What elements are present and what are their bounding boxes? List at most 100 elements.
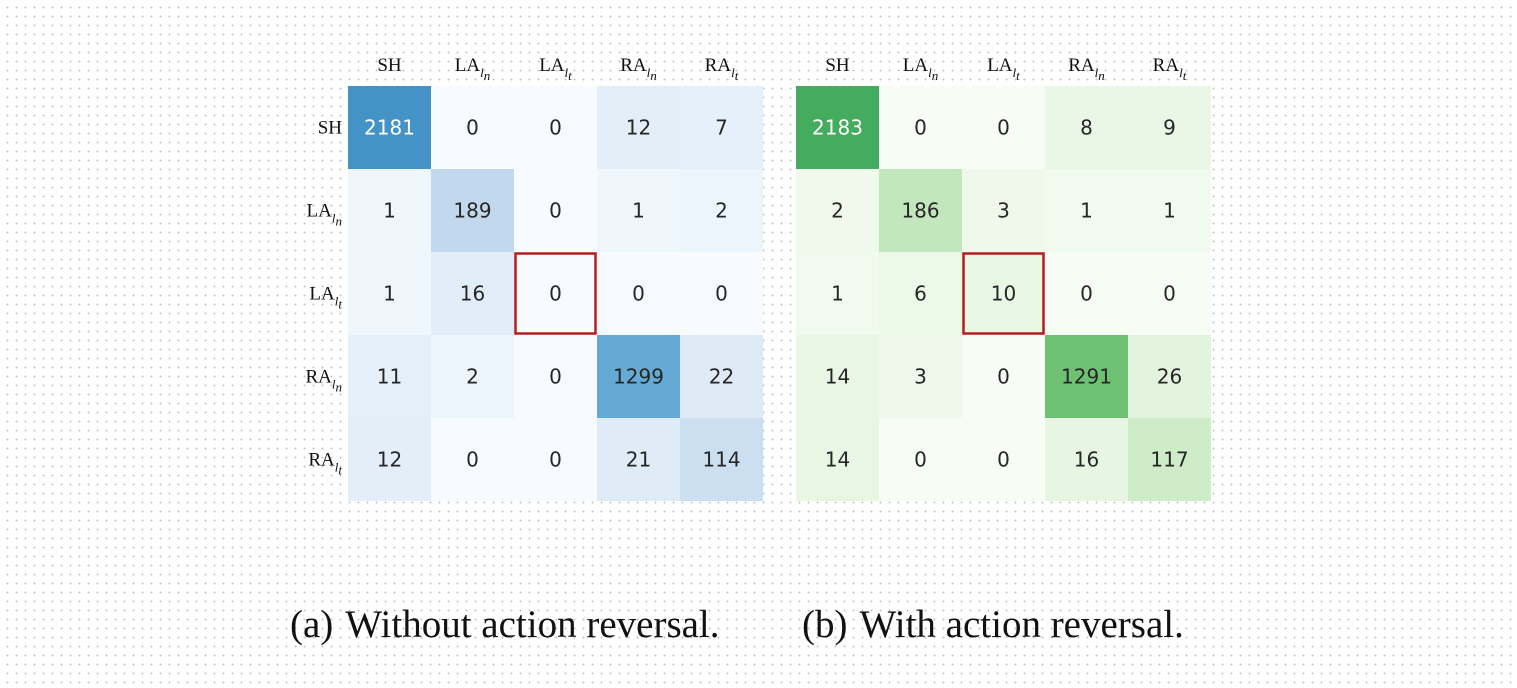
cell-value-label: 0 [715,282,728,306]
heatmap-cell [796,169,879,252]
cell-value-label: 189 [453,199,491,223]
column-label: LAln [903,55,938,83]
heatmap-cell [962,335,1045,418]
heatmap-cell [431,169,514,252]
cell-value-label: 1 [1080,199,1093,223]
row-label: RAln [305,367,342,395]
heatmap-cell [796,86,879,169]
heatmap-cell [1045,252,1128,335]
column-label: RAlt [705,55,739,83]
cell-value-label: 26 [1157,365,1182,389]
heatmap-cell [597,335,680,418]
caption-b-tag: (b) [802,603,848,646]
heatmap-cell [680,169,763,252]
caption-a-tag: (a) [290,603,334,646]
row-label: LAln [307,201,342,229]
caption-a: (a) Without action reversal. [290,600,720,650]
cell-value-label: 8 [1080,116,1093,140]
cell-value-label: 10 [991,282,1016,306]
cell-value-label: 3 [997,199,1010,223]
row-label: RAlt [308,450,342,478]
heatmap-cell [431,335,514,418]
cell-value-label: 0 [1080,282,1093,306]
cell-value-label: 1 [383,199,396,223]
cell-value-label: 0 [549,448,562,472]
heatmap-cell [680,335,763,418]
heatmap-cell [1045,335,1128,418]
heatmap-cell [1045,418,1128,501]
heatmap-cell [1128,418,1211,501]
cell-value-label: 1299 [613,365,664,389]
cell-value-label: 186 [901,199,939,223]
heatmap-cell [514,335,597,418]
caption-a-text: Without action reversal. [345,603,720,646]
heatmap-cell [597,252,680,335]
cell-value-label: 16 [1074,448,1099,472]
heatmap-cell [680,252,763,335]
heatmap-cell [796,252,879,335]
heatmap-cell [1128,169,1211,252]
heatmap-cell [597,86,680,169]
cell-value-label: 1 [831,282,844,306]
heatmap-cell [431,418,514,501]
heatmap-cell [348,252,431,335]
heatmap-cell [348,169,431,252]
heatmap-cell [1128,86,1211,169]
heatmap-cell [879,335,962,418]
heatmap-cell [348,86,431,169]
column-label: RAlt [1153,55,1187,83]
cell-value-label: 9 [1163,116,1176,140]
cell-value-label: 1291 [1061,365,1112,389]
column-label: LAln [455,55,490,83]
cell-value-label: 0 [1163,282,1176,306]
cell-value-label: 1 [1163,199,1176,223]
cell-value-label: 0 [997,116,1010,140]
row-label: SH [318,118,343,139]
cell-value-label: 14 [825,448,850,472]
column-label: RAln [1068,55,1105,83]
cell-value-label: 7 [715,116,728,140]
heatmap-cell [962,418,1045,501]
heatmap-cell [514,169,597,252]
column-label: LAlt [987,55,1020,83]
cell-value-label: 2183 [812,116,863,140]
highlight-box [962,252,1045,335]
cell-value-label: 0 [549,199,562,223]
cell-value-label: 0 [549,116,562,140]
cell-value-label: 0 [466,448,479,472]
heatmap-cell [962,252,1045,335]
cell-value-label: 0 [914,448,927,472]
cell-value-label: 14 [825,365,850,389]
cell-value-label: 3 [914,365,927,389]
heatmap-cell [431,252,514,335]
heatmap-cell [597,418,680,501]
row-label: LAlt [309,284,342,312]
heatmap-cell [1045,86,1128,169]
column-label: SH [377,55,402,76]
heatmap-cell [962,169,1045,252]
heatmap-cell [514,86,597,169]
cell-value-label: 0 [549,365,562,389]
cell-value-label: 22 [709,365,734,389]
heatmap-cell [1128,335,1211,418]
heatmap-cell [879,86,962,169]
column-label: RAln [620,55,657,83]
cell-value-label: 2 [831,199,844,223]
heatmap-cell [1045,169,1128,252]
heatmap-cell [962,86,1045,169]
cell-value-label: 1 [632,199,645,223]
heatmap-cell [796,335,879,418]
heatmap-cell [1128,252,1211,335]
column-label: SH [825,55,850,76]
heatmap-cell [431,86,514,169]
cell-value-label: 0 [997,365,1010,389]
heatmap-cell [879,418,962,501]
heatmap-cell [879,169,962,252]
highlight-box [514,252,597,335]
heatmap-cell [514,252,597,335]
cell-value-label: 114 [702,448,740,472]
caption-b-text: With action reversal. [859,603,1184,646]
cell-value-label: 0 [914,116,927,140]
heatmap-cell [879,252,962,335]
